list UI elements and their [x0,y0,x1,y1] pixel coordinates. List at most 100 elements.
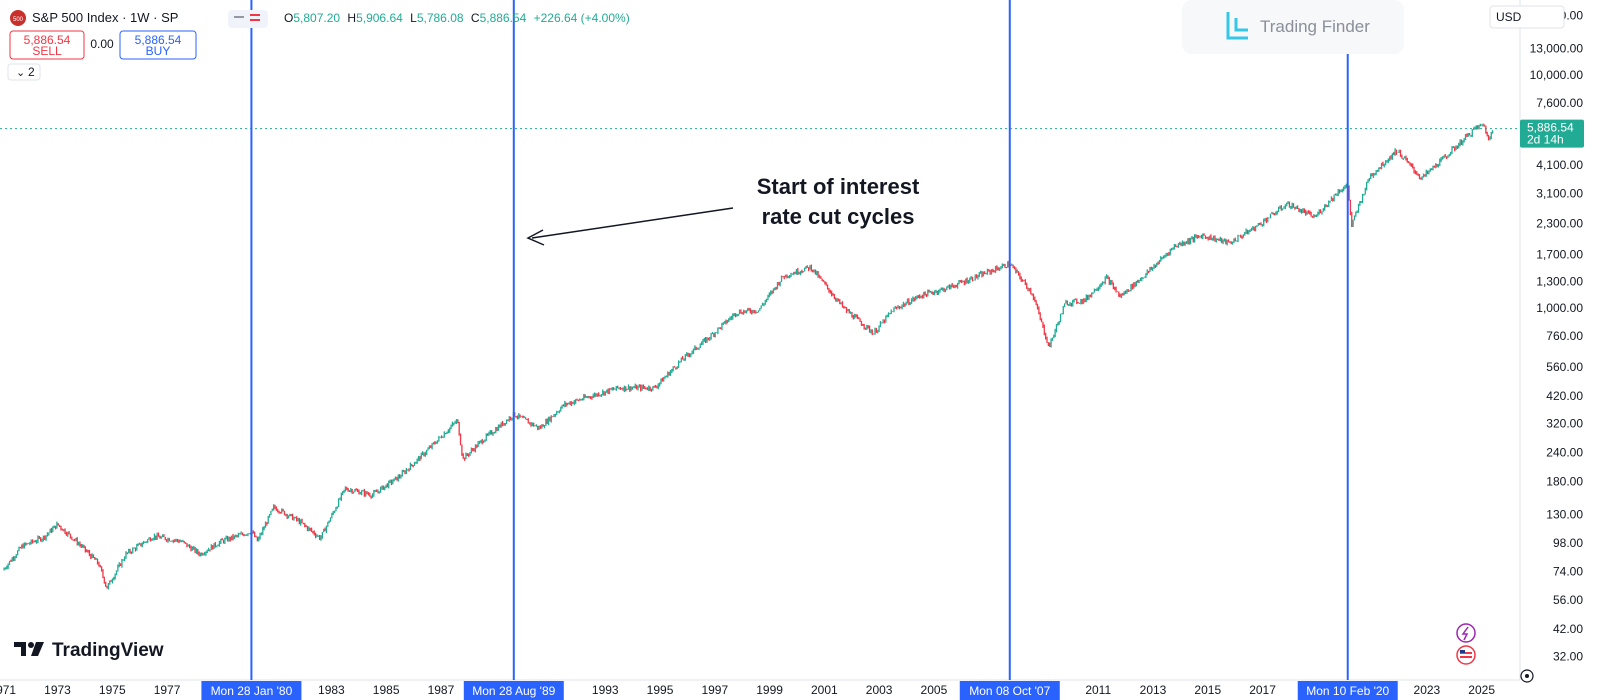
x-tick-label: 1973 [44,683,71,697]
y-tick-label: 98.00 [1553,536,1583,550]
sell-button[interactable]: 5,886.54 SELL [9,30,85,60]
ohlc-values: O5,807.20 H5,906.64 L5,786.08 C5,886.54 … [284,11,630,25]
marker-date-label-bg [463,681,564,700]
y-tick-label: 13,000.00 [1530,41,1584,55]
svg-text:O5,807.20 H5,906.64: O5,807.20 H5,906.64 L5,786.08 C5,886.54 … [284,11,630,25]
annotation[interactable]: Start of interest rate cut cycles [526,174,920,246]
indicators-toggle[interactable]: ⌄ 2 [7,63,41,81]
close-label: C [471,11,480,25]
arrow-head-icon [526,229,545,246]
x-tick-label: 1983 [318,683,345,697]
low-label: L [410,11,417,25]
indicator-count: 2 [28,65,35,79]
x-tick-label: 2003 [866,683,893,697]
y-tick-label: 74.00 [1553,565,1583,579]
x-tick-label: 2011 [1085,683,1111,697]
y-tick-label: 760.00 [1546,329,1583,343]
bars-icon[interactable] [250,14,260,16]
symbol-title[interactable]: S&P 500 Index · 1W · SP [32,10,178,25]
chevron-down-icon: ⌄ [16,66,25,79]
marker-date-label: Mon 28 Aug '89 [472,684,555,698]
currency-label: USD [1496,10,1522,24]
marker-date-label-bg [959,681,1060,700]
last-price-tag: 5,886.54 2d 14h [1520,119,1584,148]
y-tick-label: 42.00 [1553,622,1583,636]
us-flag-icon[interactable] [1456,645,1476,665]
x-tick-label: 1999 [756,683,783,697]
tradingview-logo-text: TradingView [52,640,164,661]
price-axis[interactable] [1520,0,1600,700]
x-tick-label: 2013 [1140,683,1167,697]
x-tick-label: 2023 [1414,683,1441,697]
chart-pane[interactable] [0,0,1520,700]
y-tick-label: 1,000.00 [1536,301,1583,315]
vertical-markers[interactable]: Mon 28 Jan '80 Mon 28 Aug '89 Mon 08 Oct '… [201,0,1398,700]
y-tick-label: 180.00 [1546,475,1583,489]
y-tick-label: 32.00 [1553,649,1583,663]
y-tick-label: 56.00 [1553,593,1583,607]
symbol-logo-icon [10,10,26,26]
sell-price: 5,886.54 [24,33,71,47]
buy-price: 5,886.54 [135,33,182,47]
settings-gear-icon[interactable] [1520,669,1534,683]
change-value: +226.64 (+4.00%) [534,11,630,25]
x-tick-label: 2005 [921,683,948,697]
y-tick-label: 560.00 [1546,360,1583,374]
marker-date-label-bg [1297,681,1398,700]
buy-label: BUY [146,44,171,58]
x-tick-label: 1975 [99,683,126,697]
y-tick-label: 4,100.00 [1536,158,1583,172]
bar-countdown: 2d 14h [1527,133,1564,147]
y-tick-label: 420.00 [1546,389,1583,403]
trading-finder-watermark: Trading Finder [1182,0,1404,54]
low-value: 5,786.08 [417,11,464,25]
tradingview-logo: TradingView [14,640,164,661]
x-tick-label: 2017 [1249,683,1276,697]
y-tick-label: 1,700.00 [1536,247,1583,261]
x-tick-label: 1985 [373,683,400,697]
high-value: 5,906.64 [356,11,403,25]
annotation-line-1: Start of interest [757,174,920,199]
x-tick-label: 2025 [1468,683,1495,697]
minimize-icon[interactable] [234,16,244,18]
x-tick-label: 1995 [647,683,674,697]
marker-date-label-bg [201,681,302,700]
x-tick-label: 1993 [592,683,619,697]
lightning-icon[interactable] [1456,623,1476,643]
y-tick-label: 320.00 [1546,416,1583,430]
x-tick-label: 1977 [154,683,181,697]
x-axis-ticks: 1971 1973 1975 1977 1983 1985 1987 1993 1995 1997… [0,683,1495,697]
buy-button[interactable]: 5,886.54 BUY [119,30,197,60]
y-tick-label: 240.00 [1546,446,1583,460]
x-tick-label: 2001 [811,683,838,697]
open-label: O [284,11,293,25]
y-tick-label: 1,300.00 [1536,274,1583,288]
spread-value: 0.00 [90,37,114,51]
open-value: 5,807.20 [293,11,340,25]
sell-label: SELL [32,44,62,58]
alert-icons[interactable] [1456,623,1534,683]
trading-finder-logo-icon [1226,12,1248,40]
symbol-badge: 500 [13,17,24,23]
currency-selector[interactable]: USD [1489,5,1565,29]
annotation-line-2: rate cut cycles [762,204,915,229]
symbol-header[interactable]: 500 S&P 500 Index · 1W · SP [10,10,178,26]
x-tick-label: 1997 [701,683,728,697]
y-tick-label: 10,000.00 [1530,68,1584,82]
x-tick-label: 1987 [428,683,455,697]
y-tick-label: 7,600.00 [1536,96,1583,110]
marker-date-label: Mon 08 Oct '07 [969,684,1050,698]
high-label: H [347,11,356,25]
y-tick-label: 2,300.00 [1536,217,1583,231]
header-toggle-icons[interactable] [228,10,268,28]
y-tick-label: 130.00 [1546,508,1583,522]
y-tick-label: 3,100.00 [1536,187,1583,201]
marker-date-label: Mon 10 Feb '20 [1306,684,1389,698]
watermark-text: Trading Finder [1260,17,1370,36]
tradingview-logo-icon [14,642,26,656]
x-tick-label: 2015 [1194,683,1221,697]
annotation-arrow[interactable] [531,207,734,239]
marker-date-label: Mon 28 Jan '80 [211,684,293,698]
last-price-value: 5,886.54 [1527,121,1574,135]
